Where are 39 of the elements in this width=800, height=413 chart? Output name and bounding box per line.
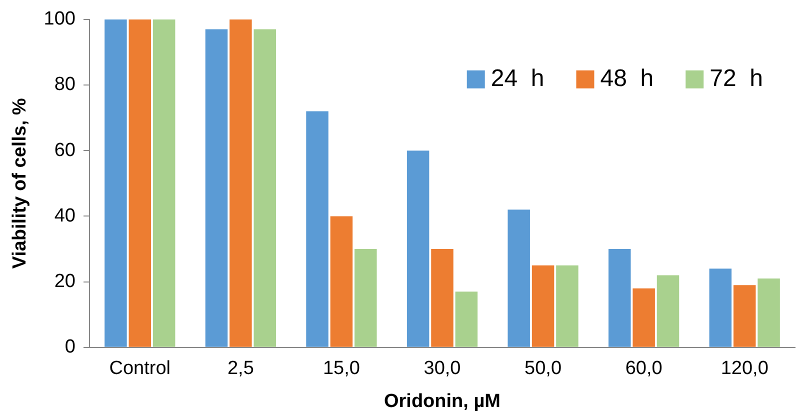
x-tick-label: Control	[109, 358, 171, 380]
y-tick-label: 60	[54, 140, 76, 161]
bar	[508, 210, 530, 347]
bar	[128, 19, 152, 347]
x-tick-label: 120,0	[720, 358, 768, 380]
bar	[709, 268, 732, 347]
bar	[205, 29, 228, 347]
y-tick-label: 0	[64, 336, 76, 358]
x-axis-title: Oridonin, µM	[384, 390, 500, 412]
bar	[556, 265, 578, 347]
x-tick-label: 60,0	[625, 358, 662, 380]
bar	[608, 249, 631, 347]
bar	[733, 285, 756, 347]
bar	[758, 278, 780, 347]
bar	[152, 19, 176, 347]
x-tick-label: 50,0	[524, 358, 562, 380]
bar	[406, 150, 430, 347]
bar	[532, 265, 554, 347]
x-tick-label: 2,5	[227, 358, 254, 380]
bar	[104, 19, 127, 347]
bar	[431, 249, 454, 347]
y-tick-label: 40	[54, 205, 76, 226]
bar	[354, 249, 377, 347]
bar	[632, 288, 655, 347]
bar	[656, 275, 680, 347]
x-tick-label: 15,0	[322, 358, 360, 380]
bar	[254, 29, 276, 347]
bar	[330, 216, 353, 347]
bar	[455, 292, 478, 347]
y-axis-title: Viability of cells, %	[10, 98, 31, 269]
y-tick-label: 100	[44, 8, 76, 30]
legend-label: 48 h	[600, 65, 654, 92]
bar	[306, 111, 328, 347]
bar	[230, 19, 252, 347]
y-tick-label: 20	[54, 271, 76, 292]
legend-label: 24 h	[490, 65, 544, 92]
legend-label: 72 h	[710, 65, 764, 92]
x-tick-label: 30,0	[424, 358, 461, 380]
y-tick-label: 80	[54, 74, 76, 96]
